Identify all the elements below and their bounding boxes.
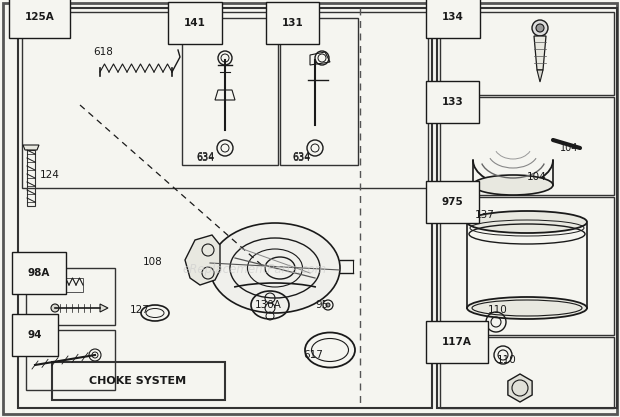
Bar xyxy=(440,337,614,408)
Circle shape xyxy=(536,24,544,32)
Bar xyxy=(26,330,115,390)
Bar xyxy=(440,97,614,195)
Text: 634: 634 xyxy=(196,152,215,162)
Text: 634: 634 xyxy=(292,152,311,162)
Circle shape xyxy=(326,303,330,307)
Text: 117A: 117A xyxy=(442,337,472,347)
Bar xyxy=(440,197,614,335)
Bar xyxy=(440,12,614,95)
Polygon shape xyxy=(508,374,532,402)
Bar xyxy=(182,18,278,165)
Polygon shape xyxy=(100,304,108,312)
Text: 634: 634 xyxy=(292,153,311,163)
Bar xyxy=(26,268,115,325)
Polygon shape xyxy=(185,235,220,285)
Ellipse shape xyxy=(473,175,553,195)
Text: 131: 131 xyxy=(282,18,304,28)
Text: 634: 634 xyxy=(196,153,215,163)
Text: 95: 95 xyxy=(315,300,328,310)
Text: 137: 137 xyxy=(475,210,495,220)
Bar xyxy=(27,150,35,206)
Ellipse shape xyxy=(467,211,587,233)
Text: 108: 108 xyxy=(143,257,162,267)
Ellipse shape xyxy=(210,223,340,313)
Text: 110: 110 xyxy=(488,305,508,315)
Text: 617: 617 xyxy=(303,350,323,360)
Text: 127: 127 xyxy=(130,305,150,315)
Text: 134: 134 xyxy=(442,12,464,22)
Bar xyxy=(52,362,225,400)
Circle shape xyxy=(51,304,59,312)
Text: 125A: 125A xyxy=(25,12,55,22)
Circle shape xyxy=(532,20,548,36)
Text: CHOKE SYSTEM: CHOKE SYSTEM xyxy=(89,376,187,386)
Bar xyxy=(55,278,83,292)
Polygon shape xyxy=(23,145,39,150)
Text: 94: 94 xyxy=(28,330,43,340)
Text: 124: 124 xyxy=(40,170,60,180)
Text: 98A: 98A xyxy=(28,268,50,278)
Text: 141: 141 xyxy=(184,18,206,28)
Text: eReplacementParts.com: eReplacementParts.com xyxy=(183,264,327,276)
Text: 133: 133 xyxy=(442,97,464,107)
Bar xyxy=(280,18,358,165)
Polygon shape xyxy=(537,70,543,82)
Text: 110: 110 xyxy=(497,355,516,365)
Text: 130A: 130A xyxy=(255,300,282,310)
Bar xyxy=(18,8,432,408)
Ellipse shape xyxy=(467,297,587,319)
Polygon shape xyxy=(534,36,546,70)
Text: 975: 975 xyxy=(442,197,464,207)
Text: 618: 618 xyxy=(93,47,113,57)
Bar xyxy=(437,8,617,408)
Bar xyxy=(22,12,428,188)
Text: 104: 104 xyxy=(560,143,578,153)
Text: 104: 104 xyxy=(527,172,547,182)
